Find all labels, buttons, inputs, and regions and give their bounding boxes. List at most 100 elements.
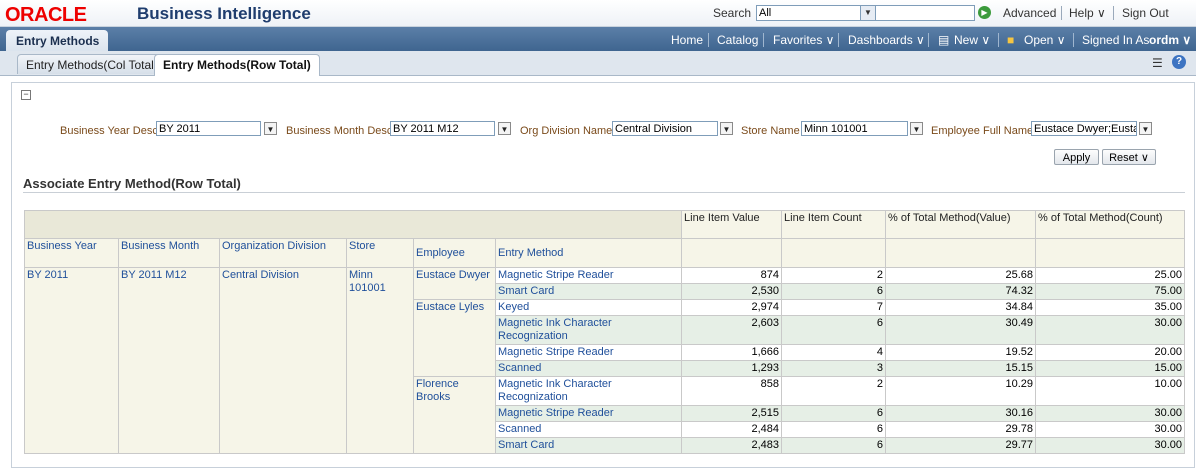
folder-icon: ■ bbox=[1007, 33, 1015, 47]
column-header[interactable]: Employee bbox=[413, 238, 496, 268]
entry-method-cell[interactable]: Smart Card bbox=[494, 437, 683, 454]
prompt-label-org-division: Org Division Name bbox=[520, 125, 613, 137]
store-cell[interactable]: Minn 101001 bbox=[346, 267, 414, 454]
pct-count-cell: 25.00 bbox=[1035, 267, 1186, 284]
report-title: Associate Entry Method(Row Total) bbox=[23, 176, 241, 191]
entry-method-cell[interactable]: Magnetic Ink Character Recognization bbox=[494, 376, 683, 406]
tab-entry-methods[interactable]: Entry Methods bbox=[6, 30, 108, 51]
search-go-icon[interactable]: ▶ bbox=[978, 6, 991, 19]
column-header: % of Total Method(Value) bbox=[885, 210, 1037, 239]
table-row: Eustace Lyles Keyed 2,974 7 34.84 35.00 bbox=[25, 299, 1186, 377]
entry-method-cell[interactable]: Magnetic Stripe Reader bbox=[494, 344, 683, 361]
pct-count-cell: 10.00 bbox=[1035, 376, 1186, 406]
value-cell: 874 bbox=[681, 267, 783, 284]
chevron-down-icon[interactable]: ▼ bbox=[910, 122, 923, 135]
tab-col-total[interactable]: Entry Methods(Col Total) bbox=[17, 54, 167, 74]
table-row: BY 2011 BY 2011 M12 Central Division Minn 1… bbox=[24, 267, 1186, 454]
help-icon[interactable]: ? bbox=[1172, 55, 1186, 69]
entry-method-cell[interactable]: Keyed bbox=[494, 299, 683, 316]
entry-method-cell[interactable]: Smart Card bbox=[494, 283, 683, 300]
entry-method-cell[interactable]: Magnetic Stripe Reader bbox=[494, 267, 683, 284]
search-input[interactable] bbox=[875, 5, 975, 21]
pct-count-cell: 15.00 bbox=[1035, 360, 1186, 377]
pct-value-cell: 10.29 bbox=[885, 376, 1037, 406]
entry-method-cell[interactable]: Scanned bbox=[494, 360, 683, 377]
pct-value-cell: 19.52 bbox=[885, 344, 1037, 361]
dashboard-page-tabs: Entry Methods(Col Total) Entry Methods(R… bbox=[0, 51, 1196, 76]
entry-method-cell[interactable]: Scanned bbox=[494, 421, 683, 438]
pct-count-cell: 30.00 bbox=[1035, 421, 1186, 438]
open-menu[interactable]: Open ∨ bbox=[1024, 33, 1066, 47]
search-label: Search bbox=[713, 6, 752, 20]
tab-row-total[interactable]: Entry Methods(Row Total) bbox=[154, 54, 320, 76]
divider bbox=[23, 192, 1185, 193]
pct-count-cell: 30.00 bbox=[1035, 437, 1186, 454]
value-cell: 2,603 bbox=[681, 315, 783, 345]
chevron-down-icon[interactable]: ▼ bbox=[1139, 122, 1152, 135]
reset-button[interactable]: Reset ∨ bbox=[1102, 149, 1156, 165]
table-row: Scanned 1,293 3 15.15 15.00 bbox=[25, 360, 1186, 377]
value-cell: 2,974 bbox=[681, 299, 783, 316]
new-menu[interactable]: New ∨ bbox=[954, 33, 991, 47]
dashboards-menu[interactable]: Dashboards ∨ bbox=[848, 33, 925, 47]
org-division-select[interactable]: Central Division bbox=[612, 121, 718, 136]
employee-cell[interactable]: Florence Brooks bbox=[413, 376, 496, 454]
pct-value-cell: 29.78 bbox=[885, 421, 1037, 438]
catalog-link[interactable]: Catalog bbox=[717, 33, 759, 47]
entry-method-cell[interactable]: Magnetic Stripe Reader bbox=[494, 405, 683, 422]
count-cell: 2 bbox=[781, 376, 887, 406]
chevron-down-icon[interactable]: ▼ bbox=[720, 122, 733, 135]
home-link[interactable]: Home bbox=[671, 33, 704, 47]
table-row: Magnetic Ink Character Recognization 2,60… bbox=[25, 315, 1186, 345]
favorites-menu[interactable]: Favorites ∨ bbox=[773, 33, 835, 47]
user-menu[interactable]: ordm ∨ bbox=[1149, 33, 1192, 47]
sign-out-link[interactable]: Sign Out bbox=[1122, 6, 1169, 20]
prompt-label-business-year: Business Year Desc bbox=[60, 125, 158, 137]
chevron-down-icon[interactable]: ▼ bbox=[498, 122, 511, 135]
count-cell: 6 bbox=[781, 315, 887, 345]
apply-button[interactable]: Apply bbox=[1054, 149, 1099, 165]
chevron-down-icon[interactable]: ▼ bbox=[264, 122, 277, 135]
pct-value-cell: 25.68 bbox=[885, 267, 1037, 284]
pct-count-cell: 20.00 bbox=[1035, 344, 1186, 361]
business-year-cell[interactable]: BY 2011 bbox=[24, 267, 119, 454]
employee-cell[interactable]: Eustace Lyles bbox=[413, 299, 496, 377]
pct-value-cell: 29.77 bbox=[885, 437, 1037, 454]
business-year-select[interactable]: BY 2011 bbox=[156, 121, 261, 136]
page-options-icon[interactable]: ☰ bbox=[1152, 56, 1163, 70]
column-header[interactable]: Business Year bbox=[24, 238, 119, 268]
table-row: Scanned 2,484 6 29.78 30.00 bbox=[25, 421, 1186, 438]
header-spacer bbox=[23, 210, 683, 239]
employee-select[interactable]: Eustace Dwyer;Eustace bbox=[1031, 121, 1137, 136]
business-month-cell[interactable]: BY 2011 M12 bbox=[118, 267, 220, 454]
store-select[interactable]: Minn 101001 bbox=[801, 121, 908, 136]
column-header[interactable]: Entry Method bbox=[494, 238, 683, 268]
value-cell: 858 bbox=[681, 376, 783, 406]
business-month-select[interactable]: BY 2011 M12 bbox=[390, 121, 495, 136]
prompt-label-business-month: Business Month Desc bbox=[286, 125, 393, 137]
divider bbox=[708, 33, 709, 47]
column-header[interactable]: Organization Division bbox=[219, 238, 347, 268]
count-cell: 6 bbox=[781, 283, 887, 300]
collapse-icon[interactable]: − bbox=[21, 90, 31, 100]
column-header[interactable]: Business Month bbox=[118, 238, 220, 268]
org-division-cell[interactable]: Central Division bbox=[219, 267, 347, 454]
employee-cell[interactable]: Eustace Dwyer bbox=[413, 267, 496, 300]
column-header: Line Item Count bbox=[781, 210, 887, 239]
search-scope-select[interactable]: All ▼ bbox=[756, 5, 876, 21]
top-bar: ORACLE Business Intelligence Search All … bbox=[0, 0, 1196, 27]
column-header[interactable]: Store bbox=[346, 238, 414, 268]
app-title: Business Intelligence bbox=[137, 4, 311, 23]
divider bbox=[1113, 6, 1114, 20]
entry-method-cell[interactable]: Magnetic Ink Character Recognization bbox=[494, 315, 683, 345]
value-cell: 1,666 bbox=[681, 344, 783, 361]
pct-value-cell: 74.32 bbox=[885, 283, 1037, 300]
help-menu[interactable]: Help ∨ bbox=[1069, 6, 1106, 20]
chevron-down-icon[interactable]: ▼ bbox=[860, 5, 876, 21]
advanced-link[interactable]: Advanced bbox=[1003, 6, 1057, 20]
count-cell: 6 bbox=[781, 437, 887, 454]
prompt-label-store: Store Name bbox=[741, 125, 800, 137]
divider bbox=[928, 33, 929, 47]
search-scope-value: All bbox=[759, 7, 772, 19]
pct-count-cell: 35.00 bbox=[1035, 299, 1186, 316]
